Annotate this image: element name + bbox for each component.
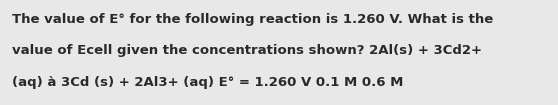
Text: value of Ecell given the concentrations shown? 2Al(s) + 3Cd2+: value of Ecell given the concentrations … — [12, 44, 482, 57]
Text: The value of E° for the following reaction is 1.260 V. What is the: The value of E° for the following reacti… — [12, 13, 493, 26]
Text: (aq) à 3Cd (s) + 2Al3+ (aq) E° = 1.260 V 0.1 M 0.6 M: (aq) à 3Cd (s) + 2Al3+ (aq) E° = 1.260 V… — [12, 76, 403, 89]
